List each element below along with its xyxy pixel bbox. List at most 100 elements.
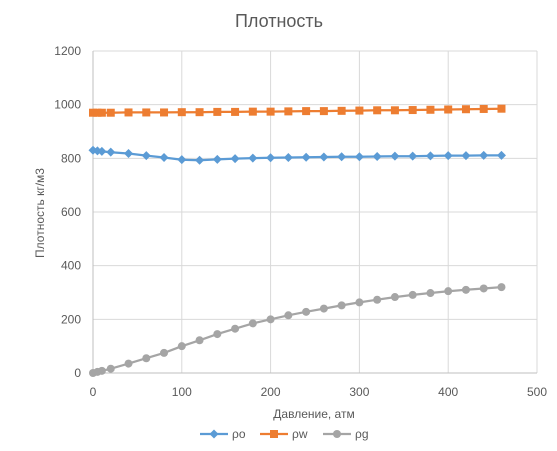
data-point — [461, 285, 470, 294]
legend-entry: ρg — [323, 427, 369, 441]
data-point — [106, 108, 115, 117]
legend-label: ρw — [292, 427, 308, 441]
data-point — [266, 153, 276, 163]
series-1 — [88, 145, 506, 165]
data-point — [479, 150, 489, 160]
data-point — [213, 107, 222, 116]
data-point — [142, 108, 151, 117]
data-point — [497, 283, 506, 292]
legend-entry: ρw — [260, 427, 308, 441]
data-point — [372, 151, 382, 161]
y-tick-label: 200 — [61, 312, 81, 326]
data-point — [124, 108, 133, 117]
data-point — [195, 336, 204, 345]
data-point — [159, 153, 169, 163]
x-tick-labels: 0 100 200 300 400 500 — [90, 385, 548, 399]
x-tick-label: 200 — [261, 385, 281, 399]
y-tick-label: 0 — [74, 366, 81, 380]
data-point — [284, 107, 293, 116]
y-tick-label: 1200 — [54, 44, 81, 58]
data-point — [496, 150, 506, 160]
data-point — [212, 154, 222, 164]
legend-entry: ρo — [200, 427, 246, 441]
legend: ρo ρw ρg — [200, 427, 369, 441]
data-point — [390, 106, 399, 115]
data-point — [408, 106, 417, 115]
data-point — [408, 151, 418, 161]
data-point — [124, 149, 134, 159]
data-point — [177, 155, 187, 165]
data-point — [461, 151, 471, 161]
legend-marker — [209, 429, 219, 439]
data-point — [195, 155, 205, 165]
legend-label: ρg — [355, 427, 369, 441]
data-point — [443, 151, 453, 161]
axes — [92, 51, 537, 374]
series-3 — [89, 283, 506, 377]
data-point — [301, 152, 311, 162]
data-point — [319, 304, 328, 313]
data-point — [106, 147, 116, 157]
data-point — [89, 108, 97, 117]
x-tick-label: 400 — [438, 385, 458, 399]
y-tick-labels: 0 200 400 600 800 1000 1200 — [54, 44, 81, 380]
data-point — [337, 301, 346, 310]
data-point — [230, 154, 240, 164]
y-tick-label: 400 — [61, 259, 81, 273]
data-point — [283, 153, 293, 163]
data-point — [373, 295, 382, 304]
data-point — [231, 324, 240, 333]
data-point — [444, 105, 453, 114]
legend-marker — [270, 430, 278, 438]
data-point — [479, 284, 488, 293]
data-point — [337, 106, 346, 115]
y-tick-label: 1000 — [54, 98, 81, 112]
data-point — [319, 152, 329, 162]
data-point — [461, 105, 470, 114]
x-tick-label: 100 — [172, 385, 192, 399]
data-point — [266, 107, 275, 116]
data-point — [284, 311, 293, 320]
data-point — [141, 151, 151, 161]
data-point — [479, 104, 488, 113]
data-point — [97, 146, 107, 156]
legend-label: ρo — [232, 427, 246, 441]
data-point — [444, 287, 453, 296]
data-point — [355, 298, 364, 307]
data-point — [142, 354, 151, 363]
data-point — [248, 153, 258, 163]
data-point — [106, 364, 115, 373]
series-2 — [89, 104, 506, 117]
data-point — [390, 293, 399, 302]
x-tick-label: 500 — [527, 385, 547, 399]
data-point — [124, 359, 133, 368]
data-point — [97, 366, 106, 375]
data-point — [248, 319, 257, 328]
data-point — [177, 342, 186, 351]
data-point — [302, 307, 311, 316]
y-tick-label: 800 — [61, 151, 81, 165]
chart-title: Плотность — [235, 11, 323, 31]
data-point — [231, 107, 240, 116]
data-point — [497, 104, 506, 113]
data-point — [337, 152, 347, 162]
data-point — [426, 105, 435, 114]
data-point — [425, 151, 435, 161]
data-point — [408, 290, 417, 299]
data-point — [266, 315, 275, 324]
data-point — [177, 108, 186, 117]
data-point — [97, 108, 106, 117]
y-axis-label: Плотность кг/м3 — [33, 168, 47, 258]
y-tick-label: 600 — [61, 205, 81, 219]
data-point — [302, 107, 311, 116]
data-point — [355, 106, 364, 115]
data-point — [373, 106, 382, 115]
x-tick-label: 0 — [90, 385, 97, 399]
data-point — [426, 289, 435, 298]
data-point — [160, 108, 169, 117]
series-layer — [88, 104, 506, 377]
x-tick-label: 300 — [349, 385, 369, 399]
data-point — [354, 152, 364, 162]
